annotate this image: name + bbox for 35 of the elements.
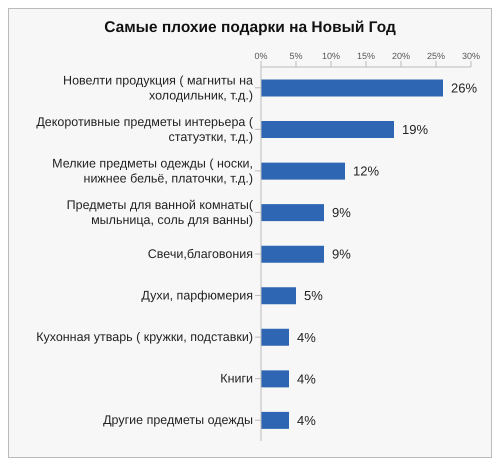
- data-label: 4%: [297, 371, 316, 386]
- data-label: 26%: [451, 80, 478, 96]
- y-tick-label: Предметы для ванной комнаты( мыльница, соль для ванны): [66, 198, 254, 227]
- bar: [261, 79, 443, 96]
- bar: [261, 121, 394, 138]
- bar: [261, 412, 289, 429]
- data-label: 5%: [304, 288, 324, 304]
- bar: [261, 162, 345, 180]
- x-tick-label: 25%: [426, 51, 446, 61]
- y-tick-label: Мелкие предметы одежды ( носки, нижнее бельё, платочки, т.д.): [52, 156, 253, 186]
- data-label: 12%: [353, 164, 380, 179]
- y-tick-label: Декоротивные предметы интерьера ( статуэтки, т.д.): [36, 114, 254, 144]
- x-tick-label: 15%: [356, 51, 376, 61]
- data-label: 9%: [332, 246, 352, 262]
- data-label: 4%: [297, 330, 316, 345]
- data-label: 4%: [297, 412, 316, 428]
- y-tick-label: Кухонная утварь ( кружки, подставки): [36, 330, 253, 344]
- bar: [261, 287, 296, 304]
- data-label: 9%: [332, 205, 352, 220]
- chart-title: Самые плохие подарки на Новый Год: [103, 18, 397, 37]
- y-tick-label: Свечи,благовония: [148, 247, 253, 261]
- x-tick-label: 20%: [392, 51, 410, 61]
- x-tick-label: 0%: [254, 51, 268, 61]
- bar: [261, 370, 289, 388]
- y-tick-label: Новелти продукция ( магниты на холодильник, т.д.): [63, 73, 254, 102]
- x-tick-label: 5%: [289, 51, 303, 61]
- y-tick-label: Книги: [220, 372, 254, 386]
- bar: [261, 204, 324, 222]
- y-tick-label: Духи, парфюмерия: [141, 288, 253, 303]
- x-tick-label: 30%: [462, 51, 480, 61]
- x-tick-label: 10%: [322, 51, 340, 61]
- data-label: 19%: [402, 122, 428, 138]
- bar: [261, 328, 289, 346]
- y-tick-label: Другие предметы одежды: [103, 413, 254, 428]
- bar: [261, 246, 324, 263]
